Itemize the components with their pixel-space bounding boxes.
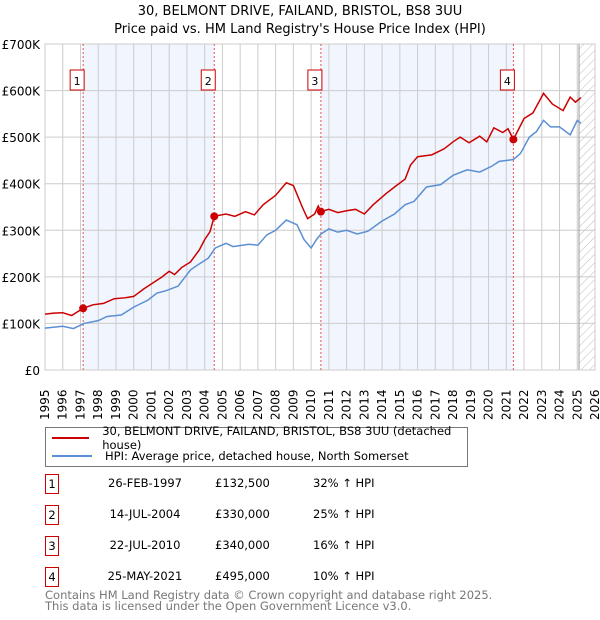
chart-title: 30, BELMONT DRIVE, FAILAND, BRISTOL, BS8… xyxy=(137,4,463,19)
series-line xyxy=(44,119,582,330)
x-tick-label: 2018 xyxy=(446,389,460,420)
plot-border xyxy=(44,43,596,371)
sale-marker-badge: 3 xyxy=(45,536,59,556)
sale-marker: 1 xyxy=(69,69,85,91)
transaction-row: 4 25-MAY-2021 £495,000 10% ↑ HPI xyxy=(45,567,405,587)
series-line xyxy=(44,92,582,317)
sale-marker-badge: 4 xyxy=(45,567,59,587)
x-tick-label: 2001 xyxy=(144,389,158,420)
y-tick-label: £400K xyxy=(2,178,42,192)
transaction-row: 2 14-JUL-2004 £330,000 25% ↑ HPI xyxy=(45,505,405,525)
x-tick-label: 2013 xyxy=(357,389,371,420)
x-tick-label: 2025 xyxy=(570,389,584,420)
x-tick-label: 2015 xyxy=(393,389,407,420)
hpi-diff: 32% ↑ HPI xyxy=(313,476,375,490)
sale-date: 22-JUL-2010 xyxy=(109,538,181,552)
sale-point xyxy=(79,304,88,313)
sale-price: £330,000 xyxy=(215,507,270,521)
sale-date: 14-JUL-2004 xyxy=(109,507,181,521)
forecast-hatch xyxy=(579,44,595,370)
sale-marker-label: 2 xyxy=(205,75,212,88)
x-tick-label: 1997 xyxy=(73,389,87,420)
sale-marker: 2 xyxy=(200,69,216,91)
y-tick-label: £700K xyxy=(2,38,42,52)
y-tick-label: £600K xyxy=(2,85,42,99)
x-tick-label: 2022 xyxy=(517,389,531,420)
x-tick-label: 2000 xyxy=(127,389,141,420)
x-tick-label: 2011 xyxy=(322,389,336,420)
shaded-period xyxy=(83,44,215,370)
sale-price: £340,000 xyxy=(215,538,270,552)
sale-marker-box xyxy=(499,69,515,91)
sale-marker-badge: 1 xyxy=(45,474,59,494)
legend: 30, BELMONT DRIVE, FAILAND, BRISTOL, BS8… xyxy=(45,424,468,467)
hpi-diff: 10% ↑ HPI xyxy=(313,569,375,583)
x-tick-label: 2010 xyxy=(304,389,318,420)
x-tick-label: 1999 xyxy=(109,389,123,420)
sale-marker: 4 xyxy=(499,69,515,91)
sale-date: 26-FEB-1997 xyxy=(108,476,182,490)
red-line-swatch xyxy=(52,437,90,439)
y-tick-label: £0 xyxy=(25,364,40,378)
sale-date: 25-MAY-2021 xyxy=(107,569,183,583)
y-tick-label: £200K xyxy=(2,271,42,285)
x-tick-label: 2004 xyxy=(198,389,212,420)
x-tick-label: 2002 xyxy=(162,389,176,420)
footer-line-2: This data is licensed under the Open Gov… xyxy=(45,599,412,613)
sale-point xyxy=(509,135,518,144)
transaction-row: 3 22-JUL-2010 £340,000 16% ↑ HPI xyxy=(45,536,405,556)
x-tick-label: 2014 xyxy=(375,389,389,420)
x-tick-label: 2007 xyxy=(251,389,265,420)
sale-price: £495,000 xyxy=(215,569,270,583)
x-tick-label: 2023 xyxy=(535,389,549,420)
x-tick-label: 2019 xyxy=(464,389,478,420)
x-tick-label: 2008 xyxy=(269,389,283,420)
sale-marker: 3 xyxy=(307,69,323,91)
x-tick-label: 2005 xyxy=(215,389,229,420)
x-tick-label: 1995 xyxy=(38,389,52,420)
x-tick-label: 2009 xyxy=(286,389,300,420)
sale-marker-badge: 2 xyxy=(45,505,59,525)
x-tick-label: 2017 xyxy=(428,389,442,420)
x-tick-label: 2016 xyxy=(411,389,425,420)
x-tick-label: 1998 xyxy=(91,389,105,420)
x-tick-label: 2020 xyxy=(482,389,496,420)
sale-point xyxy=(210,212,219,221)
x-tick-label: 2003 xyxy=(180,389,194,420)
x-tick-label: 2012 xyxy=(340,389,354,420)
x-tick-label: 1996 xyxy=(56,389,70,420)
sale-marker-box xyxy=(200,69,216,91)
price-chart: 1995 1996 1997 1998 1999 2000 2001 2002 2003 2004… xyxy=(2,38,600,420)
legend-label: 30, BELMONT DRIVE, FAILAND, BRISTOL, BS8… xyxy=(102,424,452,452)
x-tick-label: 2026 xyxy=(588,389,600,420)
x-tick-label: 2006 xyxy=(233,389,247,420)
y-tick-label: £500K xyxy=(2,131,42,145)
sale-point xyxy=(316,207,325,216)
sale-marker-box xyxy=(69,69,85,91)
transaction-row: 1 26-FEB-1997 £132,500 32% ↑ HPI xyxy=(45,474,405,494)
hpi-diff: 25% ↑ HPI xyxy=(313,507,375,521)
y-tick-label: £300K xyxy=(2,224,42,238)
sale-price: £132,500 xyxy=(215,476,270,490)
y-tick-label: £100K xyxy=(2,317,42,331)
legend-item-hpi: HPI: Average price, detached house, Nort… xyxy=(52,448,409,464)
blue-line-swatch xyxy=(52,455,92,457)
x-tick-label: 2024 xyxy=(553,389,567,420)
sale-marker-label: 3 xyxy=(311,75,318,88)
hpi-diff: 16% ↑ HPI xyxy=(313,538,375,552)
x-tick-label: 2021 xyxy=(499,389,513,420)
legend-label: HPI: Average price, detached house, Nort… xyxy=(105,449,409,463)
sale-marker-label: 1 xyxy=(74,75,81,88)
legend-item-property: 30, BELMONT DRIVE, FAILAND, BRISTOL, BS8… xyxy=(52,424,467,452)
sale-marker-box xyxy=(307,69,323,91)
chart-subtitle: Price paid vs. HM Land Registry's House … xyxy=(114,22,486,37)
footer-line-1: Contains HM Land Registry data © Crown c… xyxy=(45,588,493,602)
sale-marker-label: 4 xyxy=(504,75,511,88)
